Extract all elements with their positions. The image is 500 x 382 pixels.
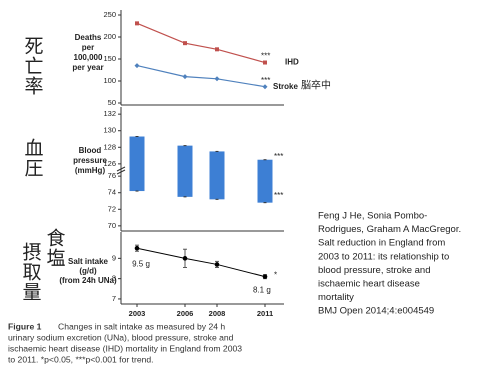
caption-line: Changes in salt intake as measured by 24…	[58, 321, 225, 331]
y-axis-label: pressure	[73, 156, 107, 165]
series-label: IHD	[285, 58, 299, 67]
trend-line	[136, 247, 266, 278]
bar	[257, 159, 273, 203]
y-tick-label: 128	[103, 142, 116, 151]
side-label: 摂取量	[20, 242, 42, 302]
point	[215, 47, 219, 52]
significance: ***	[261, 76, 270, 85]
point	[214, 262, 220, 267]
point	[214, 76, 220, 82]
y-tick-label: 8	[112, 274, 116, 283]
series-label-ja: 脳卒中	[301, 79, 331, 92]
y-tick-label: 7	[112, 294, 116, 303]
y-tick-label: 50	[108, 98, 116, 107]
y-tick-label: 70	[108, 221, 116, 230]
y-axis-label: (mmHg)	[75, 166, 106, 175]
x-tick-label: 2003	[129, 309, 146, 318]
axis-break	[116, 169, 126, 175]
x-tick-label: 2011	[257, 309, 273, 318]
y-tick-label: 150	[103, 54, 116, 63]
point	[135, 21, 139, 26]
caption-label: Figure 1	[8, 321, 42, 331]
caption-line: urinary sodium excretion (UNa), blood pr…	[8, 332, 234, 342]
citation-line: Salt reduction in England from	[318, 238, 445, 249]
caption-line: to 2011. *p<0.05, ***p<0.001 for trend.	[8, 354, 154, 364]
y-axis-label: (from 24h UNa)	[59, 276, 117, 285]
point	[182, 74, 188, 80]
citation-line: Rodrigues, Graham A MacGregor.	[318, 224, 461, 235]
citation-line: ischaemic heart disease	[318, 279, 420, 290]
bar	[129, 136, 145, 192]
citation-line: mortality	[318, 292, 354, 303]
side-label: 血圧	[22, 138, 44, 178]
y-tick-label: 132	[103, 109, 116, 118]
point	[134, 63, 140, 69]
y-axis-label: Salt intake	[68, 257, 109, 266]
value-label: 9.5 g	[132, 259, 150, 268]
significance: ***	[274, 191, 283, 200]
x-tick-label: 2008	[209, 309, 226, 318]
y-tick-label: 9	[112, 253, 116, 262]
y-axis-label: per year	[72, 63, 103, 72]
y-tick-label: 74	[108, 188, 116, 197]
significance: ***	[261, 52, 270, 61]
point	[134, 245, 140, 251]
axis-break	[116, 166, 126, 172]
y-axis-label: (g/d)	[79, 267, 97, 276]
y-tick-label: 72	[108, 204, 116, 213]
citation-line: blood pressure, stroke and	[318, 265, 430, 276]
significance: ***	[274, 152, 283, 161]
point	[262, 84, 268, 90]
y-tick-label: 130	[103, 126, 116, 135]
y-axis-label: per	[82, 43, 94, 52]
point	[263, 60, 267, 65]
significance: *	[274, 271, 277, 280]
caption-line: ischaemic heart disease (IHD) mortality …	[8, 343, 242, 353]
y-tick-label: 250	[103, 10, 116, 19]
y-tick-label: 126	[103, 159, 116, 168]
value-label: 8.1 g	[253, 286, 271, 295]
side-label: 死亡率	[22, 36, 44, 96]
y-axis-label: Blood	[79, 146, 102, 155]
bar	[209, 151, 225, 200]
series-label: Stroke	[273, 82, 298, 91]
y-tick-label: 76	[108, 171, 116, 180]
citation-line: Feng J He, Sonia Pombo-	[318, 211, 427, 222]
y-tick-label: 200	[103, 32, 116, 41]
y-axis-label: 100,000	[74, 53, 103, 62]
y-tick-label: 100	[103, 76, 116, 85]
x-tick-label: 2006	[177, 309, 194, 318]
citation-line: 2003 to 2011: its relationship to	[318, 251, 449, 262]
series-line	[136, 22, 266, 64]
point	[182, 256, 188, 261]
y-axis-label: Deaths	[75, 33, 102, 42]
side-label: 食塩	[44, 228, 66, 268]
point	[183, 41, 187, 46]
citation-line: BMJ Open 2014;4:e004549	[318, 306, 434, 317]
bar	[177, 145, 193, 197]
series-line	[136, 65, 266, 88]
point	[262, 274, 268, 279]
